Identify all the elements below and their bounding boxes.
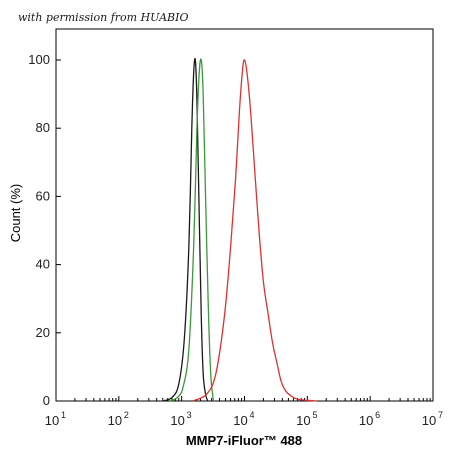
y-tick-label: 0 [43,393,50,408]
series-group [162,57,317,402]
watermark-text: with permission from HUABIO [18,11,189,24]
x-tick-exponent: 1 [61,410,66,420]
y-tick-label: 40 [36,257,50,272]
x-tick-exponent: 7 [438,410,443,420]
x-tick-label: 10 [359,413,373,428]
x-tick-label: 10 [233,413,247,428]
y-tick-label: 60 [36,188,50,203]
x-tick-exponent: 4 [250,410,255,420]
y-tick-label: 20 [36,325,50,340]
x-tick-exponent: 6 [375,410,380,420]
y-tick-label: 80 [36,120,50,135]
x-tick-label: 10 [422,413,436,428]
x-tick-exponent: 5 [312,410,317,420]
x-tick-exponent: 3 [187,410,192,420]
series-line-1 [162,57,209,402]
x-tick-label: 10 [45,413,59,428]
x-axis: 10 1 10 2 10 3 10 4 10 5 10 6 10 7 [45,396,443,428]
x-tick-label: 10 [296,413,310,428]
series-line-2 [169,58,215,402]
y-axis: 0 20 40 60 80 100 [28,52,61,408]
y-tick-label: 100 [28,52,50,67]
series-line-3 [192,59,317,402]
x-tick-label: 10 [170,413,184,428]
y-axis-label: Count (%) [8,184,23,243]
x-tick-exponent: 2 [124,410,129,420]
x-tick-label: 10 [108,413,122,428]
plot-frame [55,28,434,402]
x-axis-label: MMP7-iFluor™ 488 [186,433,302,448]
